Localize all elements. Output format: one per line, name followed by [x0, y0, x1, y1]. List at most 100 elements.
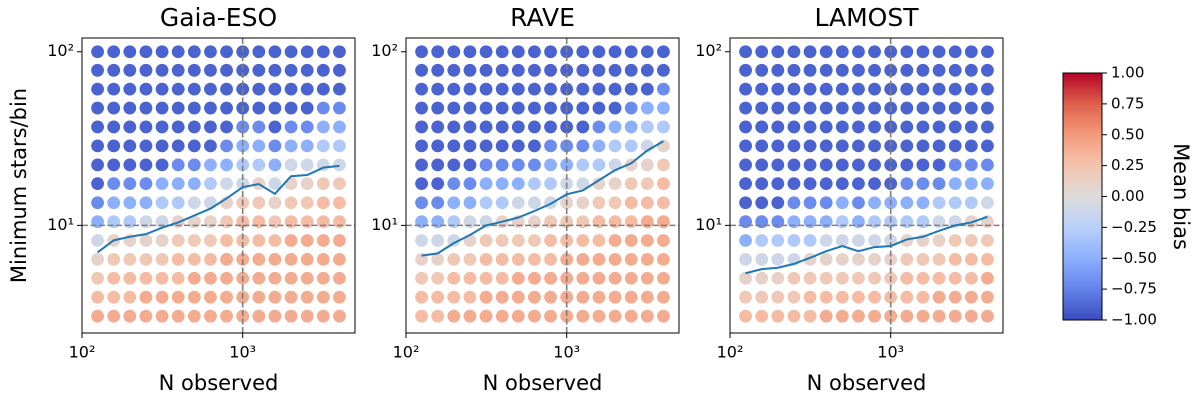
dot [657, 63, 670, 77]
dot [268, 252, 282, 266]
dot [171, 82, 185, 96]
dot [948, 177, 962, 191]
dot [528, 215, 541, 229]
dot [415, 290, 428, 304]
dot [803, 45, 817, 59]
y-tick-label: 10¹ [695, 215, 722, 234]
dot [415, 82, 428, 96]
dot [415, 177, 428, 191]
dot [932, 101, 946, 115]
dot [171, 271, 185, 285]
dot [139, 196, 153, 210]
x-tick-label: 10² [393, 343, 420, 362]
dot [236, 63, 250, 77]
dot [171, 234, 185, 247]
dot [495, 271, 509, 285]
dot [268, 196, 282, 210]
dot [284, 45, 298, 59]
dot [819, 309, 833, 323]
dot [624, 82, 638, 96]
dot [576, 252, 590, 266]
colorbar-tick-label: −0.25 [1111, 218, 1157, 236]
dot [91, 101, 104, 115]
dot [447, 101, 461, 115]
dot [171, 196, 185, 210]
dot [948, 63, 962, 77]
dot [755, 101, 769, 115]
axes-frame [81, 37, 356, 334]
dot [868, 196, 881, 210]
dot [592, 63, 606, 77]
dot [187, 101, 201, 115]
dot [447, 252, 461, 266]
dot [592, 120, 606, 134]
panel-title: Gaia-ESO [160, 3, 277, 32]
dot [592, 252, 606, 266]
dot [819, 234, 833, 247]
dot [479, 290, 493, 304]
trend-line [745, 215, 988, 275]
dot [964, 120, 978, 134]
dot [948, 139, 962, 153]
dot [640, 196, 654, 210]
dot [252, 101, 266, 115]
dot [123, 177, 137, 191]
dot [268, 215, 282, 229]
dot [252, 158, 266, 172]
dot [835, 177, 849, 191]
dot [316, 271, 330, 285]
dot [576, 271, 590, 285]
dot [576, 139, 590, 153]
dot [171, 177, 185, 191]
dot [852, 101, 865, 115]
dot [835, 158, 849, 172]
dot [771, 45, 785, 59]
dot [220, 271, 233, 285]
dot [916, 177, 930, 191]
colorbar-tick-label: 0.50 [1111, 125, 1144, 143]
dot [592, 290, 606, 304]
dot [431, 234, 445, 247]
dot [220, 234, 233, 247]
dot [932, 158, 946, 172]
dot [528, 234, 541, 247]
dot [284, 290, 298, 304]
dot [300, 177, 314, 191]
dot [771, 63, 785, 77]
dot [268, 158, 282, 172]
dot [91, 82, 104, 96]
dot [139, 234, 153, 247]
dot [252, 309, 266, 323]
dot [511, 234, 525, 247]
dot [868, 234, 881, 247]
dot [771, 309, 785, 323]
dot [236, 234, 250, 247]
dot [268, 271, 282, 285]
dot [819, 63, 833, 77]
dot [739, 177, 752, 191]
dot [187, 271, 201, 285]
dot [755, 234, 769, 247]
dot [657, 120, 670, 134]
dot [528, 158, 541, 172]
dot [107, 177, 121, 191]
dot [333, 271, 346, 285]
dot [948, 120, 962, 134]
dot [900, 252, 914, 266]
dot [900, 215, 914, 229]
dot [624, 309, 638, 323]
dot [511, 120, 525, 134]
dot [236, 309, 250, 323]
dot [316, 45, 330, 59]
dot [316, 252, 330, 266]
dot [511, 271, 525, 285]
dot [576, 45, 590, 59]
dot [171, 139, 185, 153]
dot [640, 234, 654, 247]
dot [608, 290, 622, 304]
dot [91, 234, 104, 247]
dot [964, 309, 978, 323]
dot [981, 82, 994, 96]
dot [771, 252, 785, 266]
dot [300, 120, 314, 134]
